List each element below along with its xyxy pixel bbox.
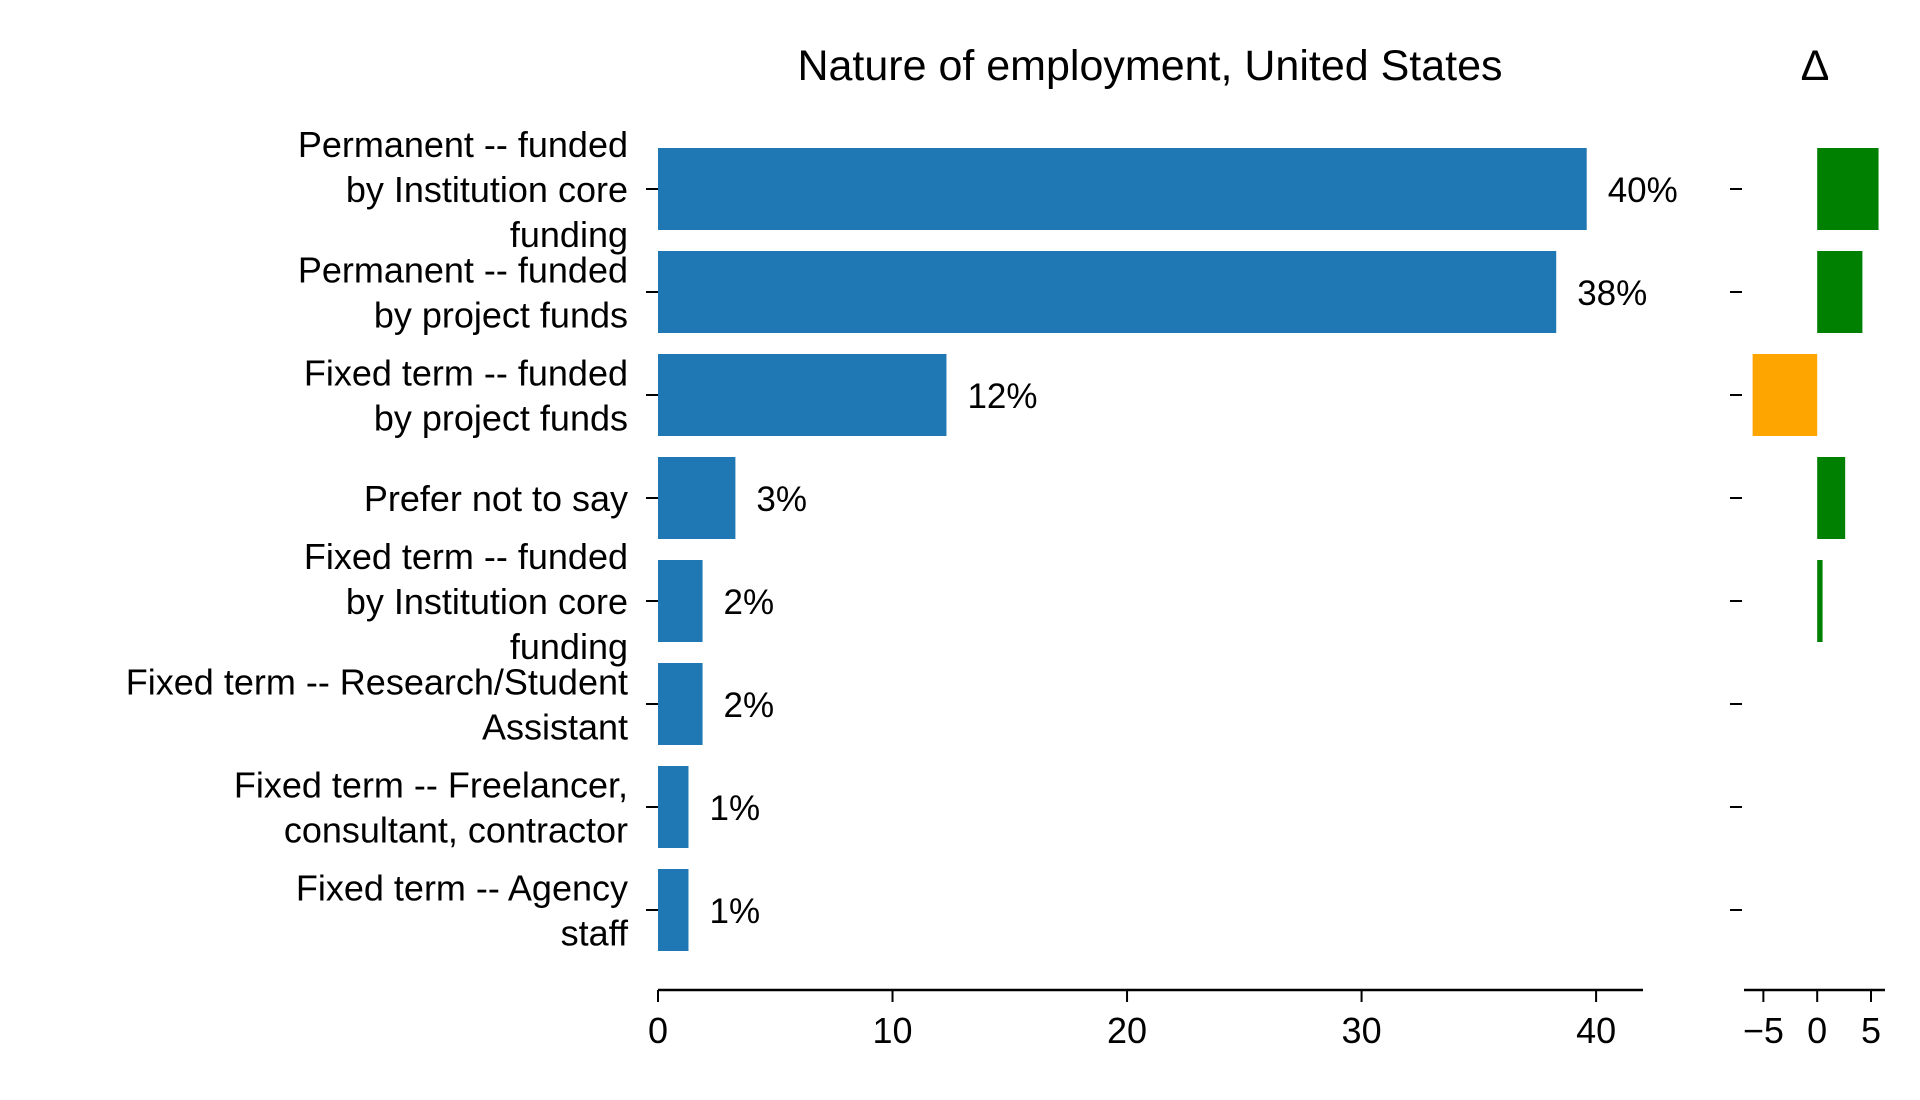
category-label: Permanent -- funded by project funds — [298, 250, 628, 336]
category-label-line: Permanent -- funded — [298, 124, 628, 165]
delta-bar — [1817, 560, 1823, 642]
category-label: Fixed term -- Freelancer, consultant, con… — [234, 765, 628, 851]
category-labels: Permanent -- funded by Institution core fu… — [126, 124, 658, 954]
main-bars: 40% 38% 12% 3% 2% 2% 1% 1% — [658, 148, 1678, 951]
category-label-line: Prefer not to say — [364, 478, 628, 519]
category-label-line: Fixed term -- Research/Student — [126, 662, 628, 703]
category-label: Prefer not to say — [364, 478, 628, 519]
category-label-line: funding — [510, 626, 628, 667]
delta-bar — [1817, 457, 1846, 539]
category-label-line: consultant, contractor — [284, 810, 628, 851]
category-label-line: Fixed term -- Agency — [296, 868, 628, 909]
x-tick-label: 30 — [1342, 1010, 1382, 1051]
category-label: Permanent -- funded by Institution core fu… — [298, 124, 628, 255]
delta-x-tick-label: 5 — [1861, 1010, 1881, 1051]
bar — [658, 251, 1557, 333]
x-tick-label: 40 — [1576, 1010, 1616, 1051]
category-label-line: funding — [510, 214, 628, 255]
bar — [658, 560, 703, 642]
delta-x-tick-label: 0 — [1807, 1010, 1827, 1051]
data-label: 40% — [1608, 171, 1678, 210]
data-label: 1% — [709, 789, 760, 828]
category-label-line: by Institution core — [346, 169, 628, 210]
delta-bar — [1817, 251, 1863, 333]
bar — [658, 869, 689, 951]
category-label-line: Permanent -- funded — [298, 250, 628, 291]
category-label-line: Fixed term -- Freelancer, — [234, 765, 628, 806]
data-label: 2% — [724, 686, 775, 725]
delta-bars — [1752, 148, 1879, 642]
category-label: Fixed term -- Agency staff — [296, 868, 629, 954]
delta-bar — [1817, 148, 1879, 230]
bar — [658, 354, 947, 436]
main-x-axis: 0 10 20 30 40 — [648, 988, 1643, 1051]
delta-bar — [1752, 354, 1818, 436]
data-label: 1% — [709, 892, 760, 931]
data-label: 2% — [724, 583, 775, 622]
category-label-line: Assistant — [482, 707, 628, 748]
data-label: 12% — [967, 377, 1037, 416]
category-label: Fixed term -- funded by project funds — [304, 353, 628, 439]
category-label-line: by project funds — [374, 295, 628, 336]
x-tick-label: 20 — [1107, 1010, 1147, 1051]
chart-title: Nature of employment, United States — [797, 42, 1502, 90]
delta-x-axis: −5 0 5 — [1730, 188, 1885, 1051]
bar — [658, 148, 1587, 230]
category-label-line: Fixed term -- funded — [304, 353, 628, 394]
delta-title: Δ — [1801, 42, 1830, 90]
delta-x-tick-label: −5 — [1743, 1010, 1784, 1051]
bar — [658, 457, 736, 539]
category-label-line: by project funds — [374, 398, 628, 439]
x-tick-label: 10 — [873, 1010, 913, 1051]
x-tick-label: 0 — [648, 1010, 668, 1051]
data-label: 3% — [756, 480, 807, 519]
bar — [658, 766, 689, 848]
category-label-line: Fixed term -- funded — [304, 536, 628, 577]
category-label-line: staff — [561, 913, 629, 954]
data-label: 38% — [1577, 274, 1647, 313]
category-label-line: by Institution core — [346, 581, 628, 622]
category-label: Fixed term -- Research/Student Assistant — [126, 662, 628, 748]
bar — [658, 663, 703, 745]
category-label: Fixed term -- funded by Institution core f… — [304, 536, 628, 667]
